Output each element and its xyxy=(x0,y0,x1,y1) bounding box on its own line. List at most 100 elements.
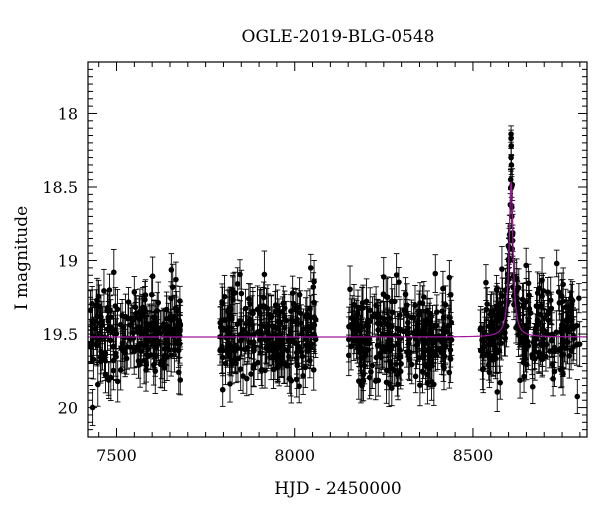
data-marker xyxy=(447,275,453,281)
data-marker xyxy=(220,387,226,393)
data-marker xyxy=(223,327,229,333)
data-marker xyxy=(301,326,307,332)
data-marker xyxy=(403,291,409,297)
data-marker xyxy=(385,294,391,300)
data-marker xyxy=(488,320,494,326)
data-marker xyxy=(228,306,234,312)
data-marker xyxy=(123,314,129,320)
data-marker xyxy=(537,285,543,291)
data-marker xyxy=(231,347,237,353)
data-marker xyxy=(143,362,149,368)
data-marker xyxy=(132,289,138,295)
data-marker xyxy=(398,353,404,359)
data-marker xyxy=(440,286,446,292)
data-marker xyxy=(569,304,575,310)
data-marker xyxy=(176,319,182,325)
data-marker xyxy=(244,376,250,382)
data-marker xyxy=(522,339,528,345)
data-marker xyxy=(563,345,569,351)
data-marker xyxy=(530,384,536,390)
data-marker xyxy=(100,353,106,359)
data-marker xyxy=(270,348,276,354)
data-marker xyxy=(424,317,430,323)
data-marker xyxy=(575,394,581,400)
data-marker xyxy=(347,286,353,292)
data-marker xyxy=(350,326,356,332)
data-marker xyxy=(142,307,148,313)
data-marker xyxy=(96,294,102,300)
data-marker xyxy=(242,347,248,353)
data-marker xyxy=(485,350,491,356)
data-marker xyxy=(356,378,362,384)
data-marker xyxy=(554,261,560,267)
data-marker xyxy=(520,297,526,303)
data-marker xyxy=(295,305,301,311)
data-marker xyxy=(489,327,495,333)
data-marker xyxy=(559,353,565,359)
data-marker xyxy=(113,303,119,309)
data-point xyxy=(483,265,489,301)
data-marker xyxy=(365,338,371,344)
data-marker xyxy=(411,330,417,336)
data-marker xyxy=(105,308,111,314)
data-marker xyxy=(162,346,168,352)
data-marker xyxy=(378,321,384,327)
data-marker xyxy=(235,356,241,362)
data-marker xyxy=(137,316,143,322)
data-marker xyxy=(359,383,365,389)
data-marker xyxy=(447,370,453,376)
data-marker xyxy=(507,258,513,264)
data-marker xyxy=(93,326,99,332)
data-marker xyxy=(432,271,438,277)
data-marker xyxy=(235,281,241,287)
data-marker xyxy=(349,315,355,321)
data-marker xyxy=(540,343,546,349)
data-marker xyxy=(559,322,565,328)
data-marker xyxy=(494,350,500,356)
data-point xyxy=(220,373,226,406)
data-point xyxy=(244,362,250,396)
data-marker xyxy=(506,275,512,281)
data-marker xyxy=(118,367,124,373)
data-marker xyxy=(385,322,391,328)
data-marker xyxy=(108,314,114,320)
data-marker xyxy=(144,352,150,358)
data-marker xyxy=(288,378,294,384)
data-point xyxy=(259,355,265,386)
data-point xyxy=(447,261,453,295)
data-marker xyxy=(97,330,103,336)
data-marker xyxy=(380,346,386,352)
data-marker xyxy=(262,324,268,330)
data-marker xyxy=(280,309,286,315)
data-marker xyxy=(133,310,139,316)
data-marker xyxy=(169,267,175,273)
data-marker xyxy=(357,325,363,331)
data-marker xyxy=(509,246,515,252)
data-marker xyxy=(426,353,432,359)
data-marker xyxy=(111,269,117,275)
data-marker xyxy=(378,355,384,361)
data-marker xyxy=(483,280,489,286)
data-marker xyxy=(564,317,570,323)
data-marker xyxy=(433,323,439,329)
data-marker xyxy=(217,348,223,354)
data-marker xyxy=(429,338,435,344)
data-marker xyxy=(542,315,548,321)
data-marker xyxy=(288,328,294,334)
data-marker xyxy=(508,177,514,183)
data-marker xyxy=(273,326,279,332)
data-marker xyxy=(113,351,119,357)
data-marker xyxy=(420,300,426,306)
data-marker xyxy=(173,305,179,311)
data-marker xyxy=(412,303,418,309)
data-marker xyxy=(417,382,423,388)
data-marker xyxy=(177,377,183,383)
data-marker xyxy=(143,292,149,298)
data-point xyxy=(523,248,529,282)
data-marker xyxy=(397,312,403,318)
data-marker xyxy=(368,369,374,375)
data-point xyxy=(308,254,314,281)
data-marker xyxy=(541,336,547,342)
